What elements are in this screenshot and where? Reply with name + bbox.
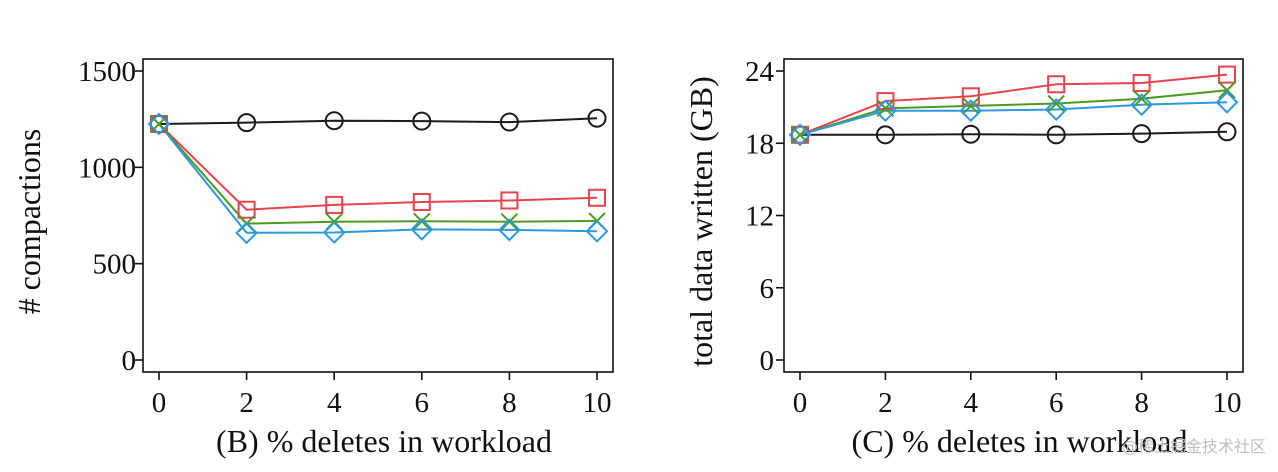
data-point-square	[237, 200, 256, 219]
data-point-circle	[1217, 122, 1237, 142]
y-tick-label: 24	[745, 56, 775, 88]
x-axis-title: (B) % deletes in workload	[216, 423, 552, 459]
data-point-diamond	[322, 221, 346, 244]
data-point-diamond	[497, 218, 521, 242]
data-point-circle	[237, 113, 257, 133]
watermark-text: @稀土掘金技术社区	[1122, 437, 1266, 456]
data-point-circle	[412, 111, 432, 131]
y-tick-label: 1500	[78, 56, 136, 88]
data-point-square	[1218, 65, 1236, 84]
x-tick-label: 8	[502, 387, 517, 419]
x-tick-label: 0	[793, 387, 808, 419]
series-line-square	[799, 73, 1228, 136]
data-point-diamond	[1215, 90, 1239, 114]
data-point-diamond	[788, 123, 812, 147]
x-tick-label: 4	[327, 387, 342, 419]
y-tick-label: 6	[760, 273, 775, 305]
data-point-cross	[1047, 94, 1065, 113]
data-point-square	[500, 191, 519, 210]
data-point-diamond	[585, 219, 609, 243]
plot-frame	[783, 58, 1244, 373]
y-tick-label: 0	[122, 345, 137, 377]
data-point-circle	[875, 125, 895, 145]
y-tick-label: 500	[93, 249, 137, 281]
data-point-diamond	[1130, 93, 1154, 117]
x-tick-label: 2	[239, 387, 254, 419]
y-tick-label: 1000	[78, 152, 136, 184]
series-line-diamond	[158, 123, 598, 234]
data-point-square	[1132, 74, 1151, 93]
data-point-diamond	[959, 99, 983, 123]
data-point-circle	[1046, 125, 1066, 145]
x-tick-label: 6	[415, 387, 430, 419]
series-line-cross	[799, 89, 1228, 136]
data-point-circle	[499, 112, 519, 132]
x-tick-label: 10	[583, 387, 612, 419]
y-axis-title: # compactions	[11, 129, 47, 315]
data-point-square	[961, 87, 980, 106]
x-tick-label: 2	[878, 387, 893, 419]
x-axis-title: (C) % deletes in workload	[852, 423, 1188, 459]
x-tick-label: 4	[964, 387, 979, 419]
data-point-circle	[587, 108, 607, 128]
series-line-square	[158, 123, 598, 211]
data-point-cross	[500, 212, 519, 231]
data-point-diamond	[873, 99, 897, 123]
data-point-square	[1047, 75, 1066, 94]
data-point-circle	[961, 124, 981, 144]
series-line-diamond	[799, 101, 1228, 136]
data-point-cross	[1132, 89, 1151, 108]
data-point-diamond	[1044, 98, 1068, 121]
data-point-square	[588, 188, 606, 207]
data-point-cross	[413, 212, 431, 230]
x-tick-label: 8	[1134, 387, 1149, 419]
data-point-square	[150, 114, 168, 133]
data-point-circle	[1132, 124, 1152, 144]
data-point-square	[791, 125, 809, 144]
chart-b-compactions: 0 500 1000 1500 0 2 4 6 8 10 (B) % deletes in work…	[11, 56, 614, 459]
y-tick-label: 18	[745, 128, 774, 160]
data-point-square	[325, 195, 344, 214]
series-line-circle	[158, 117, 598, 125]
data-point-diamond	[410, 217, 434, 241]
data-point-circle	[324, 111, 344, 131]
data-point-diamond	[147, 112, 171, 136]
data-point-cross	[1218, 81, 1236, 99]
series-line-cross	[158, 123, 598, 225]
series-line-circle	[800, 130, 1228, 136]
y-tick-label: 12	[745, 201, 774, 233]
data-point-cross	[876, 99, 895, 118]
plot-frame	[142, 58, 614, 373]
x-tick-label: 0	[152, 387, 167, 419]
y-tick-label: 0	[760, 345, 775, 377]
x-tick-label: 10	[1213, 387, 1242, 419]
data-point-cross	[962, 97, 980, 115]
y-axis-title: total data written (GB)	[683, 76, 719, 367]
x-tick-label: 6	[1049, 387, 1064, 419]
data-point-square	[412, 193, 431, 212]
data-point-diamond	[235, 221, 259, 245]
